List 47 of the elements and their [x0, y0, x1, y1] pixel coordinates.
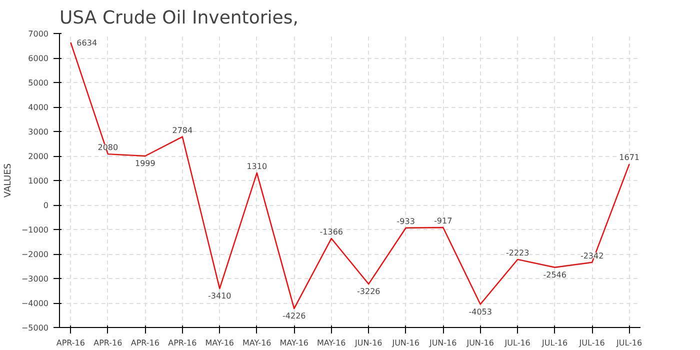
- x-tick-label: JUL-16: [541, 338, 568, 348]
- x-tick-label: MAY-16: [242, 338, 272, 348]
- data-label: 1310: [246, 162, 268, 171]
- data-label: -4226: [282, 312, 306, 321]
- y-tick-label: 6000: [28, 54, 48, 63]
- x-tick-label: MAY-16: [317, 338, 346, 348]
- data-label: -2342: [580, 251, 604, 260]
- x-tick-label: JUN-16: [466, 338, 494, 348]
- data-label: -933: [396, 216, 415, 226]
- x-tick-label: JUL-16: [616, 338, 642, 348]
- y-tick-label: 4000: [28, 103, 48, 112]
- data-label: 1999: [134, 159, 156, 168]
- y-tick-label: −5000: [21, 324, 48, 332]
- x-tick-label: MAY-16: [280, 338, 309, 348]
- y-tick-label: 7000: [28, 30, 48, 38]
- data-label: -917: [434, 216, 452, 226]
- data-label: 2784: [172, 126, 193, 135]
- data-label: -1366: [320, 227, 344, 236]
- x-tick-label: JUN-16: [354, 338, 382, 348]
- data-label: -2546: [543, 270, 566, 280]
- y-tick-label: 1000: [28, 176, 48, 186]
- data-label: 6634: [76, 38, 98, 48]
- y-tick-label: 3000: [28, 128, 48, 136]
- y-tick-label: −3000: [21, 274, 48, 284]
- data-label: 1671: [619, 153, 640, 162]
- y-tick-label: −4000: [21, 299, 48, 308]
- y-tick-label: 5000: [28, 78, 48, 88]
- data-label: -2223: [506, 248, 530, 258]
- chart-title: USA Crude Oil Inventories,: [60, 8, 298, 28]
- y-tick-label: −2000: [21, 250, 48, 259]
- data-label: -3226: [357, 287, 380, 296]
- x-tick-label: JUN-16: [391, 338, 420, 348]
- y-axis-title: VALUES: [3, 163, 14, 198]
- y-tick-label: 2000: [28, 152, 48, 161]
- data-label: 2080: [98, 143, 118, 152]
- x-tick-label: APR-16: [56, 338, 85, 348]
- x-tick-label: JUL-16: [578, 338, 605, 348]
- data-label: -4053: [468, 307, 492, 316]
- data-label: -3410: [208, 292, 232, 301]
- x-tick-label: APR-16: [130, 338, 160, 348]
- x-tick-label: APR-16: [168, 338, 197, 348]
- x-tick-label: JUN-16: [428, 338, 457, 348]
- y-tick-label: −1000: [21, 226, 48, 234]
- y-tick-label: 0: [43, 201, 49, 210]
- x-tick-label: APR-16: [94, 338, 122, 348]
- x-tick-label: MAY-16: [205, 338, 234, 348]
- x-tick-label: JUL-16: [504, 338, 530, 348]
